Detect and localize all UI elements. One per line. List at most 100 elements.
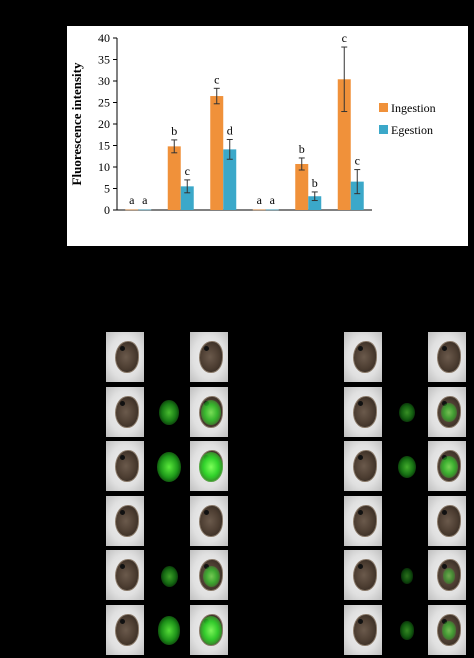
- significance-letter: b: [171, 124, 177, 138]
- daphnia-body: [353, 504, 377, 537]
- bar-ingestion: [125, 209, 139, 211]
- y-tick-label: 20: [98, 117, 110, 131]
- y-tick-label: 10: [98, 160, 110, 174]
- daphnia-body: [353, 395, 377, 428]
- merged-micrograph: [190, 550, 228, 600]
- y-axis-title: Fluorescence intensity: [69, 62, 84, 185]
- significance-letter: c: [355, 154, 360, 168]
- brightfield-micrograph: [106, 332, 144, 382]
- daphnia-eye: [204, 346, 209, 351]
- y-tick-label: 15: [98, 139, 110, 153]
- y-tick-label: 30: [98, 74, 110, 88]
- gut-fluorescence: [442, 568, 456, 584]
- significance-letter: a: [257, 193, 263, 207]
- y-tick-label: 25: [98, 96, 110, 110]
- significance-letter: b: [312, 176, 318, 190]
- daphnia-eye: [442, 509, 447, 515]
- significance-letter: a: [142, 193, 148, 207]
- fluorescence-micrograph: [386, 550, 424, 600]
- daphnia-body: [115, 559, 139, 591]
- bar-chart: 0 5 10 15 20 25 30 35 40 Fluorescence intensity a b…: [69, 31, 436, 217]
- gut-fluorescence: [199, 452, 223, 482]
- bar-ingestion: [210, 96, 224, 210]
- daphnia-eye: [442, 564, 447, 569]
- daphnia-eye: [120, 346, 125, 351]
- merged-micrograph: [190, 386, 228, 437]
- gut-fluorescence: [441, 402, 457, 423]
- gut-fluorescence: [159, 400, 179, 425]
- merged-micrograph: [428, 332, 466, 382]
- gut-fluorescence: [397, 455, 417, 479]
- bar-egestion: [223, 149, 237, 210]
- merged-micrograph: [428, 386, 466, 437]
- bar-egestion: [265, 209, 279, 211]
- significance-letter: c: [214, 72, 219, 86]
- daphnia-eye: [442, 618, 447, 624]
- daphnia-eye: [358, 400, 363, 406]
- legend-label-egestion: Egestion: [391, 123, 433, 137]
- legend-swatch-egestion: [379, 125, 388, 134]
- brightfield-micrograph: [344, 386, 382, 437]
- gut-fluorescence: [157, 452, 181, 482]
- daphnia-body: [437, 504, 461, 537]
- daphnia-eye: [120, 455, 125, 460]
- bar-egestion: [308, 196, 322, 210]
- brightfield-micrograph: [344, 332, 382, 382]
- daphnia-body: [199, 504, 223, 537]
- gut-fluorescence: [160, 565, 178, 587]
- bar-ingestion: [337, 79, 351, 210]
- gut-fluorescence: [199, 616, 223, 645]
- bar-ingestion: [252, 209, 266, 211]
- legend-swatch-ingestion: [379, 103, 388, 112]
- daphnia-body: [353, 341, 377, 373]
- bar-ingestion: [295, 163, 309, 210]
- gut-fluorescence: [441, 621, 457, 640]
- fluorescence-micrograph: [386, 495, 424, 546]
- brightfield-micrograph: [344, 441, 382, 491]
- y-tick-label: 0: [104, 203, 110, 217]
- daphnia-eye: [204, 509, 209, 515]
- daphnia-eye: [120, 564, 125, 569]
- bar-egestion: [138, 209, 152, 211]
- daphnia-eye: [358, 509, 363, 515]
- fluorescence-micrograph: [386, 441, 424, 491]
- fluorescence-micrograph: [386, 604, 424, 655]
- fluorescence-micrograph: [148, 550, 186, 600]
- significance-letter: b: [299, 142, 305, 156]
- merged-micrograph: [428, 441, 466, 491]
- legend-label-ingestion: Ingestion: [391, 101, 436, 115]
- daphnia-body: [437, 559, 461, 591]
- significance-letter: d: [227, 123, 233, 137]
- daphnia-eye: [358, 455, 363, 460]
- brightfield-micrograph: [106, 495, 144, 546]
- daphnia-body: [353, 613, 377, 646]
- daphnia-body: [353, 450, 377, 482]
- fluorescence-micrograph: [148, 604, 186, 655]
- daphnia-body: [115, 613, 139, 646]
- bar-ingestion: [167, 146, 181, 210]
- gut-fluorescence: [439, 455, 459, 479]
- merged-micrograph: [190, 604, 228, 655]
- daphnia-eye: [358, 618, 363, 624]
- brightfield-micrograph: [106, 550, 144, 600]
- significance-letter: c: [342, 31, 347, 45]
- merged-micrograph: [190, 332, 228, 382]
- significance-letter: c: [185, 164, 190, 178]
- daphnia-eye: [120, 509, 125, 515]
- daphnia-body: [353, 559, 377, 591]
- gut-fluorescence: [157, 616, 181, 645]
- significance-letter: a: [270, 193, 276, 207]
- daphnia-eye: [120, 400, 125, 406]
- daphnia-body: [199, 341, 223, 373]
- daphnia-body: [115, 504, 139, 537]
- fluorescence-micrograph: [148, 441, 186, 491]
- merged-micrograph: [190, 495, 228, 546]
- daphnia-body: [115, 395, 139, 428]
- brightfield-micrograph: [106, 604, 144, 655]
- brightfield-micrograph: [344, 495, 382, 546]
- gut-fluorescence: [400, 568, 414, 584]
- gut-fluorescence: [201, 400, 221, 425]
- fluorescence-micrograph: [148, 332, 186, 382]
- daphnia-body: [437, 341, 461, 373]
- brightfield-micrograph: [344, 604, 382, 655]
